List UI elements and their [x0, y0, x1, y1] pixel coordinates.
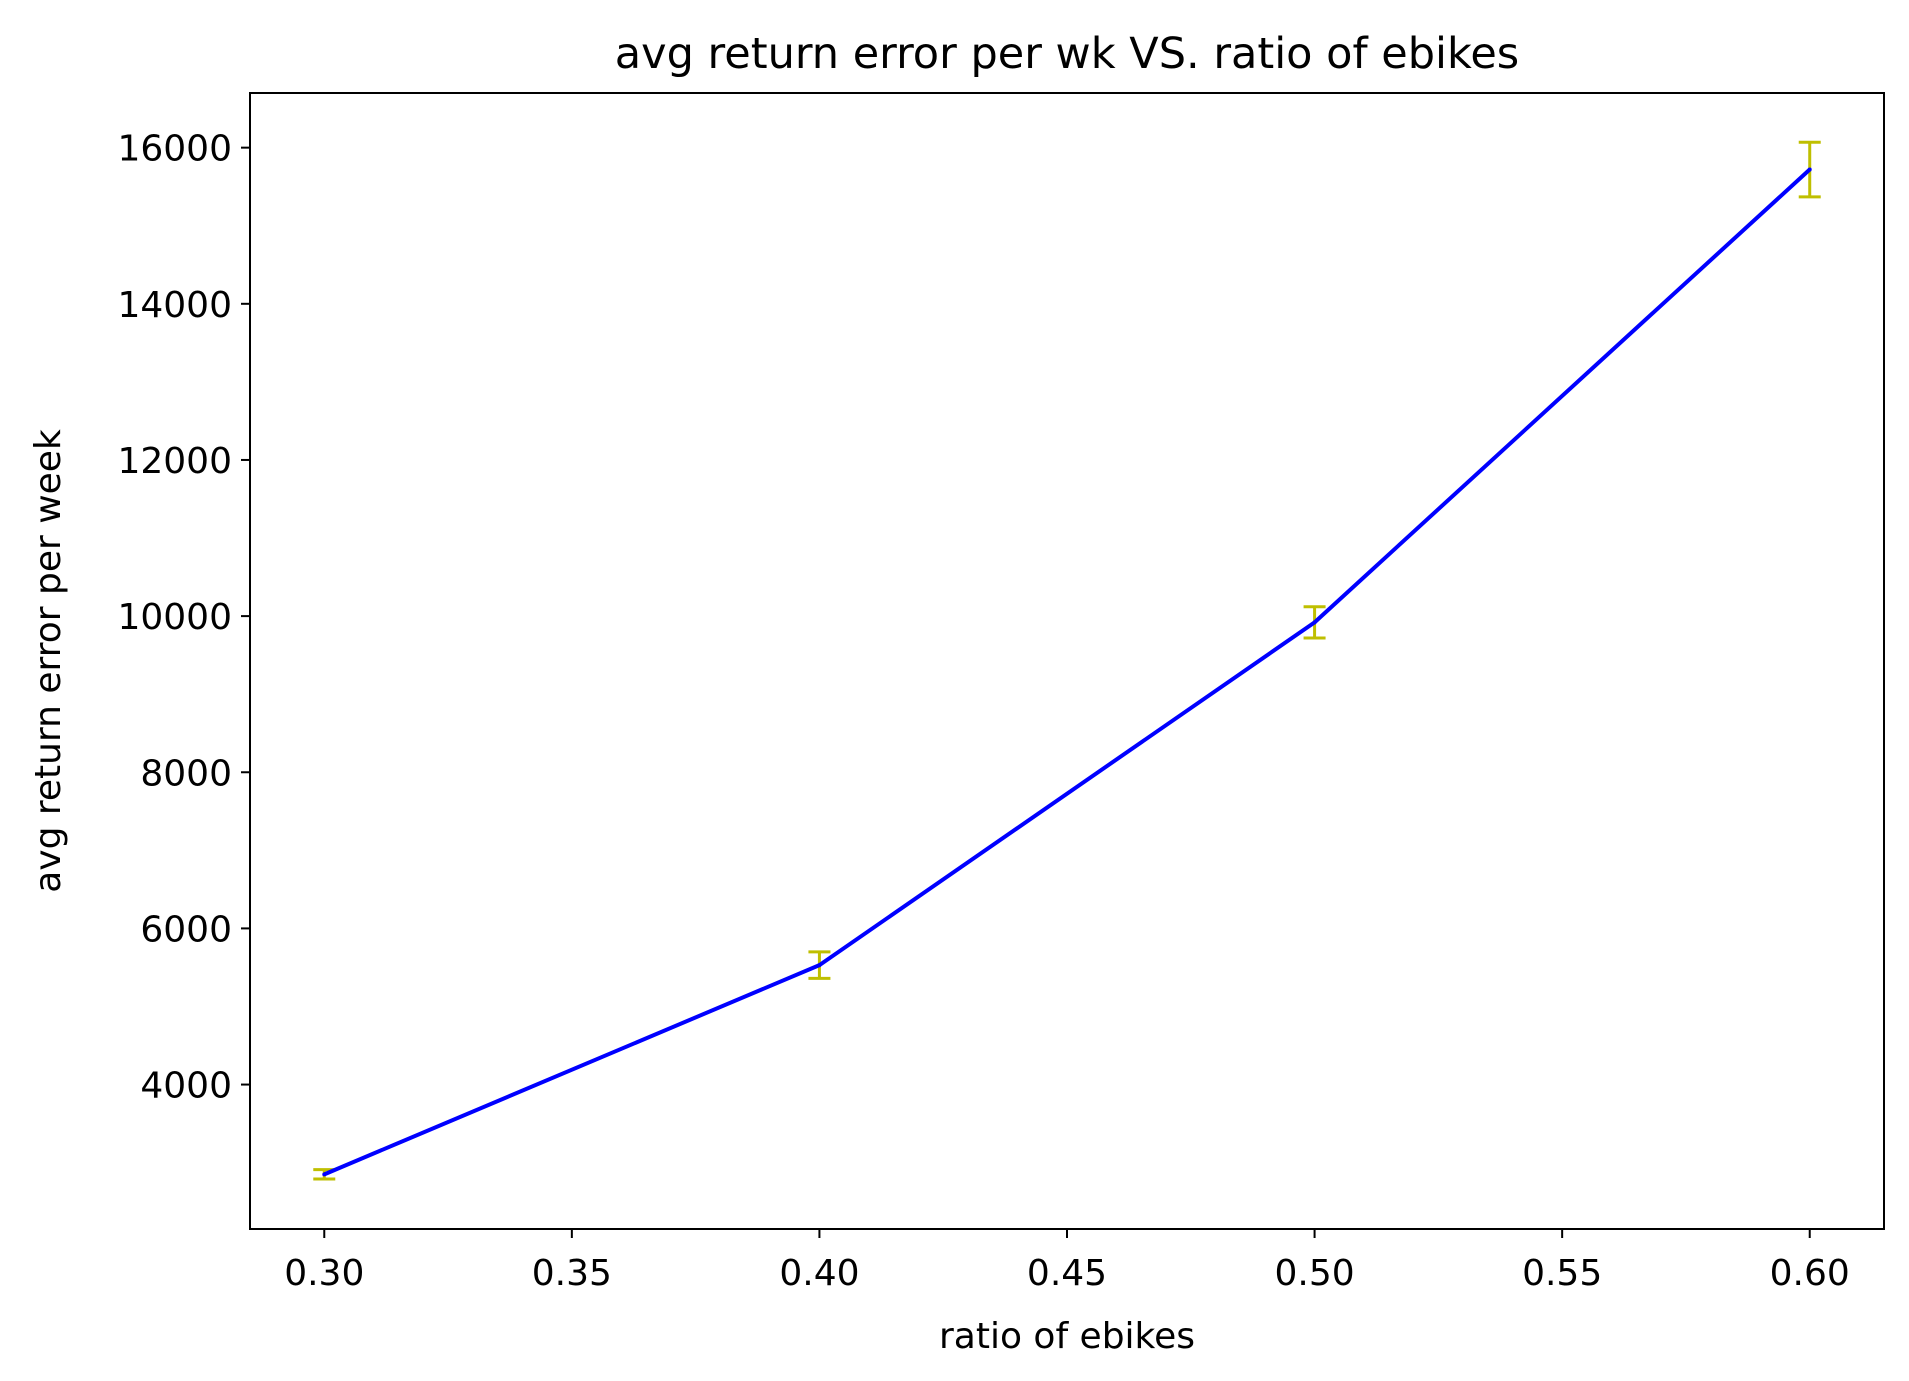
y-tick-label: 4000: [140, 1066, 232, 1107]
x-tick-label: 0.35: [532, 1253, 612, 1294]
y-axis-label: avg return error per week: [28, 429, 69, 893]
x-axis-label: ratio of ebikes: [939, 1316, 1195, 1357]
y-tick-label: 6000: [140, 909, 232, 950]
x-tick-label: 0.50: [1274, 1253, 1354, 1294]
series-line: [323, 168, 1812, 1177]
x-tick-label: 0.60: [1770, 1253, 1850, 1294]
y-tick-label: 10000: [117, 597, 232, 638]
x-tick-label: 0.40: [779, 1253, 859, 1294]
data-point: [1807, 167, 1812, 172]
data-point: [322, 1172, 327, 1177]
y-tick-label: 12000: [117, 441, 232, 482]
data-point: [817, 963, 822, 968]
y-tick-label: 8000: [140, 753, 232, 794]
data-point: [1312, 620, 1317, 625]
x-tick-label: 0.55: [1522, 1253, 1602, 1294]
chart-title: avg return error per wk VS. ratio of ebi…: [615, 29, 1519, 79]
x-tick-label: 0.30: [284, 1253, 364, 1294]
series-lines: [322, 167, 1812, 1177]
y-tick-label: 16000: [117, 129, 232, 170]
x-axis-ticks: 0.30 0.35 0.40 0.45 0.50 0.55 0.60: [284, 1229, 1850, 1294]
x-tick-label: 0.45: [1027, 1253, 1107, 1294]
y-tick-label: 14000: [117, 285, 232, 326]
y-axis-ticks: 4000 6000 8000 10000 12000 14000 16000: [117, 129, 250, 1107]
error-bars: [313, 140, 1821, 1181]
plot-area-frame: [249, 92, 1885, 1230]
